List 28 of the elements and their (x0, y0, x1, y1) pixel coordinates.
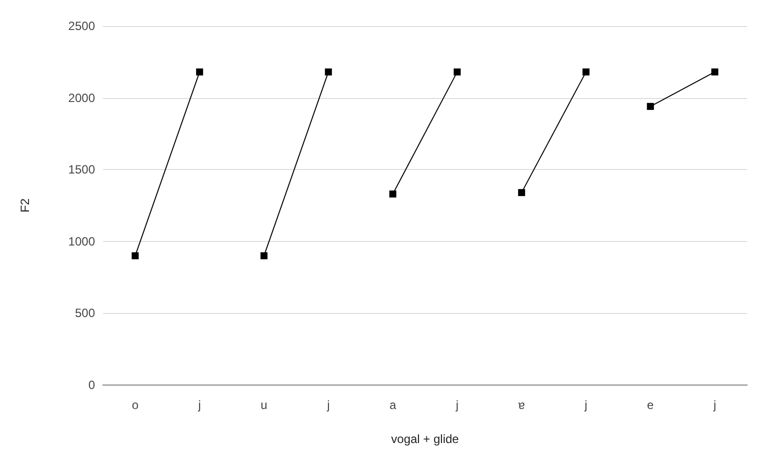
point (518, 189, 526, 196)
point (646, 102, 654, 110)
x-tick-label: j (454, 398, 459, 412)
point (196, 68, 204, 76)
x-tick-label: o (132, 398, 139, 412)
x-tick-label: u (260, 398, 268, 412)
x-tick-label: ɐ (518, 398, 526, 412)
y-tick-label: 0 (88, 378, 96, 392)
x-tick-label: e (647, 398, 654, 412)
y-tick-label: 1000 (68, 234, 96, 248)
y-tick-label: 1500 (68, 162, 96, 177)
point (582, 68, 590, 76)
x-axis-title: vogal + glide (391, 432, 460, 446)
point (389, 190, 396, 198)
point (711, 68, 718, 76)
y-axis-title: F2 (18, 198, 32, 213)
y-tick-label: 2500 (68, 19, 96, 33)
point (132, 252, 139, 260)
point (324, 68, 332, 76)
x-tick-label: j (712, 398, 716, 412)
x-tick-label: a (389, 398, 396, 412)
y-tick-label: 500 (74, 306, 96, 320)
x-tick-label: j (584, 398, 588, 412)
point (454, 68, 461, 76)
y-tick-label: 2000 (68, 90, 96, 105)
point (260, 252, 268, 260)
x-tick-label: j (326, 398, 330, 412)
x-tick-label: j (197, 398, 201, 412)
